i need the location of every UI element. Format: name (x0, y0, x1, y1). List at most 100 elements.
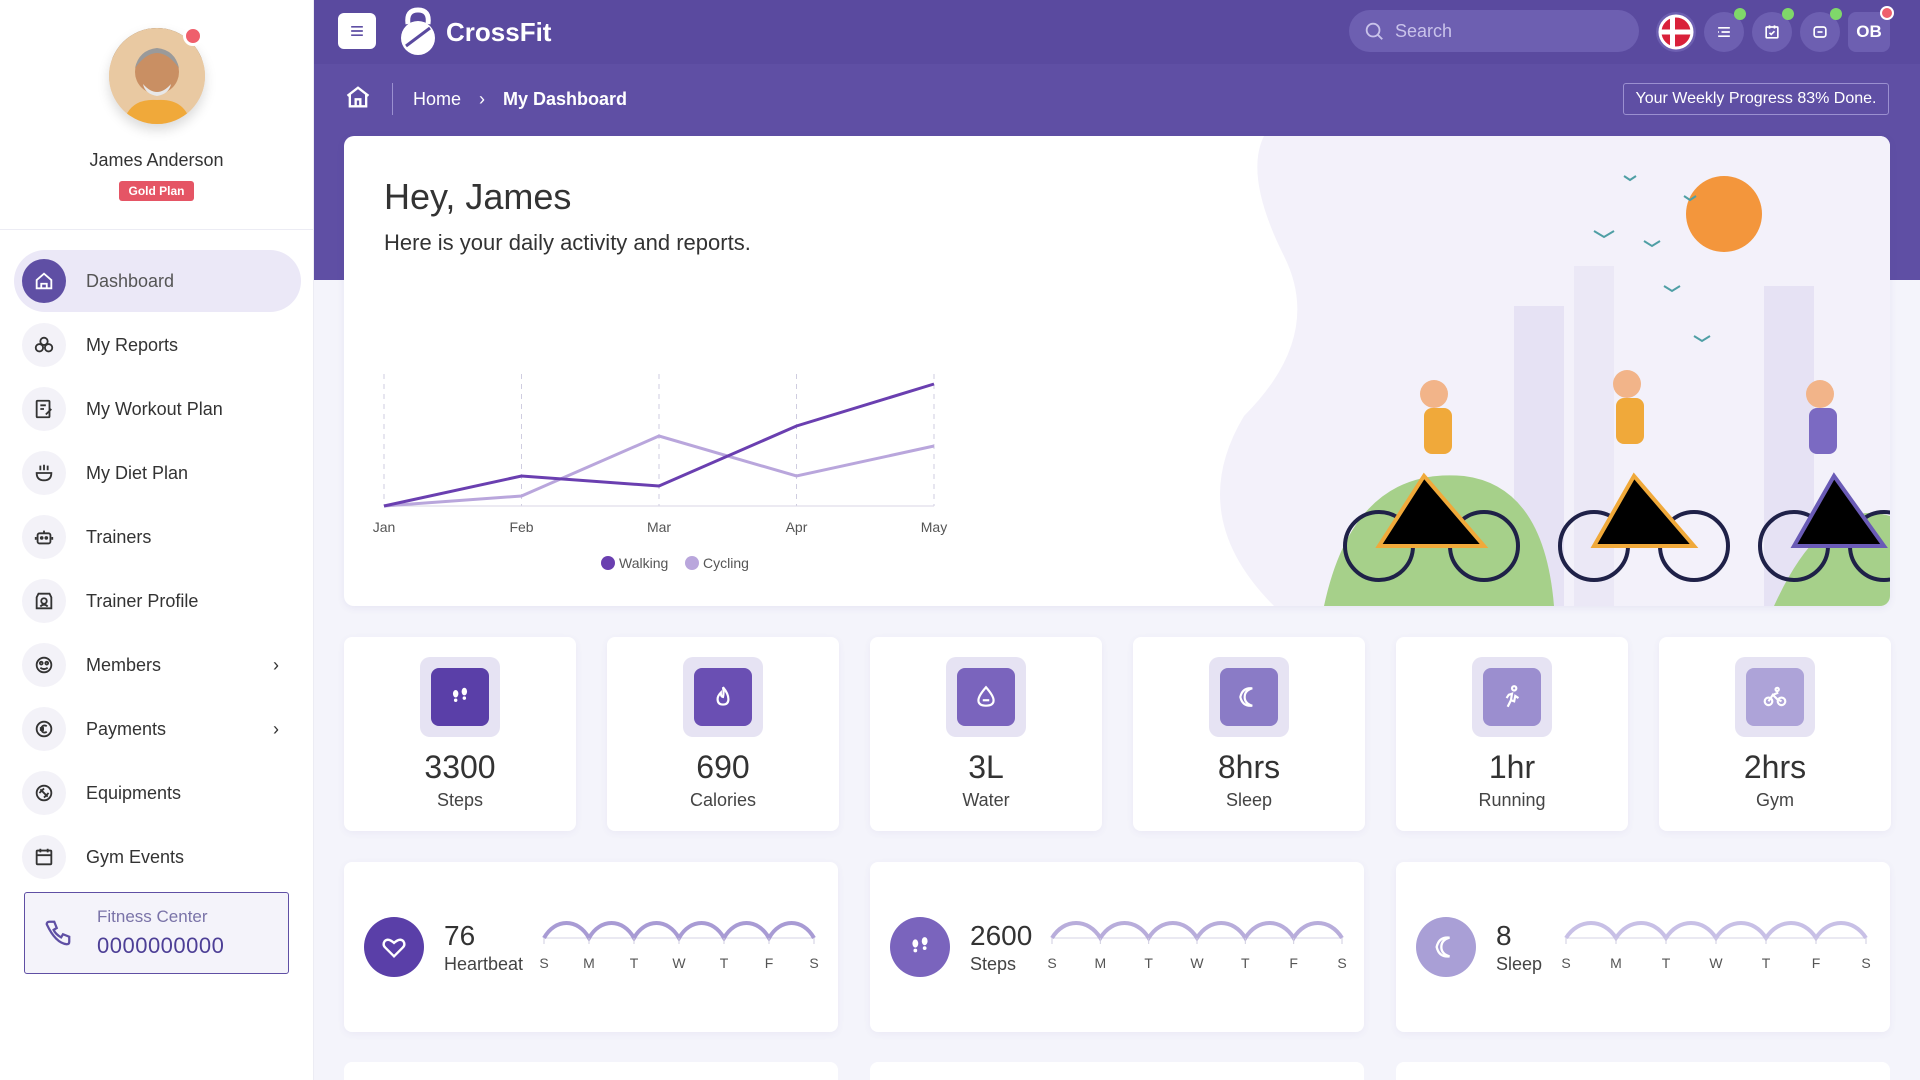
sidebar-item-trainer-profile[interactable]: Trainer Profile (14, 570, 301, 632)
bottom-card (870, 1062, 1364, 1080)
avatar[interactable] (108, 26, 205, 124)
status-dot (182, 26, 203, 46)
cycling-icon (1746, 668, 1804, 726)
wave-line (1050, 921, 1344, 942)
home-icon (22, 259, 66, 303)
wave-line (1564, 921, 1868, 942)
sidebar-item-my-diet-plan[interactable]: My Diet Plan (14, 442, 301, 504)
day-label: T (1662, 955, 1671, 971)
stat-label: Steps (436, 790, 484, 810)
stat-card-gym[interactable]: 2hrs Gym (1659, 637, 1891, 831)
breadcrumb-home-link[interactable]: Home (413, 88, 462, 109)
sidebar-item-label: Equipments (86, 782, 182, 803)
footprints-icon (890, 917, 950, 977)
workout-plan-icon (22, 387, 66, 431)
diet-plan-icon (22, 451, 66, 495)
sidebar-item-label: My Diet Plan (86, 462, 189, 483)
sidebar-item-label: My Workout Plan (86, 398, 223, 419)
sidebar-item-label: Trainers (86, 526, 152, 547)
sidebar-item-members[interactable]: Members › (14, 634, 301, 696)
chevron-right-icon: › (273, 654, 279, 675)
day-label: T (1144, 955, 1153, 971)
brand-name: CrossFit (446, 16, 552, 47)
sidebar: James Anderson Gold Plan Dashboard My Re… (0, 0, 314, 1080)
language-flag-button[interactable] (1656, 12, 1696, 52)
day-label: F (1812, 955, 1821, 971)
stat-card-calories[interactable]: 690 Calories (607, 637, 839, 831)
day-label: S (1337, 955, 1346, 971)
steps-value: 2600 (970, 920, 1033, 951)
sidebar-item-equipments[interactable]: Equipments (14, 762, 301, 824)
legend-label[interactable]: Walking (619, 555, 668, 571)
phone-icon (45, 920, 71, 946)
euro-icon (22, 707, 66, 751)
stat-value: 3L (968, 749, 1004, 785)
stat-card-sleep[interactable]: 8hrs Sleep (1133, 637, 1365, 831)
heart-icon (364, 917, 424, 977)
profile-name: James Anderson (89, 150, 224, 170)
stat-icon-frame (1735, 657, 1815, 737)
sleep-card[interactable]: 8 Sleep S M T W T F S (1396, 862, 1890, 1032)
day-label: T (1241, 955, 1250, 971)
sidebar-item-label: Payments (86, 718, 167, 739)
sidebar-nav: Dashboard My Reports My Workout Plan My … (0, 230, 313, 888)
notifications-button[interactable] (1752, 8, 1794, 52)
sidebar-item-label: Trainer Profile (86, 590, 199, 611)
bottom-card (344, 1062, 838, 1080)
chat-icon (1813, 26, 1827, 38)
reports-icon (22, 323, 66, 367)
kettlebell-logo-icon (401, 7, 435, 55)
menu-toggle-button[interactable] (338, 13, 376, 49)
hero-card: Hey, James Here is your daily activity a… (344, 136, 1890, 606)
stat-card-water[interactable]: 3L Water (870, 637, 1102, 831)
sidebar-item-my-reports[interactable]: My Reports (14, 314, 301, 376)
stat-label: Water (962, 790, 1010, 810)
breadcrumb-current: My Dashboard (503, 88, 628, 109)
day-label: M (1610, 955, 1622, 971)
user-initials: OB (1856, 22, 1882, 41)
equipments-icon (22, 771, 66, 815)
x-tick-label: Apr (786, 519, 808, 535)
sidebar-item-dashboard[interactable]: Dashboard (14, 250, 301, 312)
day-label: F (765, 955, 774, 971)
status-dot (1830, 8, 1842, 20)
weekly-progress-badge: Your Weekly Progress 83% Done. (1623, 83, 1889, 115)
stat-card-steps[interactable]: 3300 Steps (344, 637, 576, 831)
series-line-cycling (383, 434, 935, 508)
stat-value: 1hr (1488, 749, 1536, 785)
activity-line-chart: Jan Feb Mar Apr May Walking Cycling (373, 374, 947, 571)
day-label: S (1861, 955, 1870, 971)
steps-card[interactable]: 2600 Steps S M T W T F S (870, 862, 1364, 1032)
trainer-profile-icon (22, 579, 66, 623)
stat-value: 3300 (424, 749, 496, 785)
search-input[interactable]: Search (1349, 10, 1639, 52)
sidebar-item-payments[interactable]: Payments › (14, 698, 301, 760)
x-tick-label: Mar (647, 519, 671, 535)
day-label: M (1094, 955, 1106, 971)
greeting-subtitle: Here is your daily activity and reports. (384, 230, 751, 255)
tasks-button[interactable] (1704, 8, 1746, 52)
user-menu-button[interactable]: OB (1848, 6, 1894, 52)
contact-card[interactable]: Fitness Center 0000000000 (24, 892, 289, 974)
contact-title: Fitness Center (97, 907, 208, 926)
water-drop-icon (957, 668, 1015, 726)
sidebar-item-trainers[interactable]: Trainers (14, 506, 301, 568)
legend-label[interactable]: Cycling (703, 555, 749, 571)
running-icon (1483, 668, 1541, 726)
breadcrumb: Home › My Dashboard (344, 82, 627, 116)
messages-button[interactable] (1800, 8, 1842, 52)
home-icon[interactable] (344, 83, 372, 116)
stat-card-running[interactable]: 1hr Running (1396, 637, 1628, 831)
day-label: W (672, 955, 686, 971)
sidebar-item-my-workout-plan[interactable]: My Workout Plan (14, 378, 301, 440)
sidebar-item-gym-events[interactable]: Gym Events (14, 826, 301, 888)
stat-label: Calories (689, 790, 757, 810)
brand-logo[interactable]: CrossFit (396, 6, 551, 58)
heartbeat-card[interactable]: 76 Heartbeat S M T W T F S (344, 862, 838, 1032)
stat-value: 690 (696, 749, 750, 785)
x-tick-label: May (921, 519, 947, 535)
cyclists-illustration (1220, 136, 1890, 606)
profile-section: James Anderson Gold Plan (0, 0, 313, 230)
series-line-walking (383, 382, 935, 508)
